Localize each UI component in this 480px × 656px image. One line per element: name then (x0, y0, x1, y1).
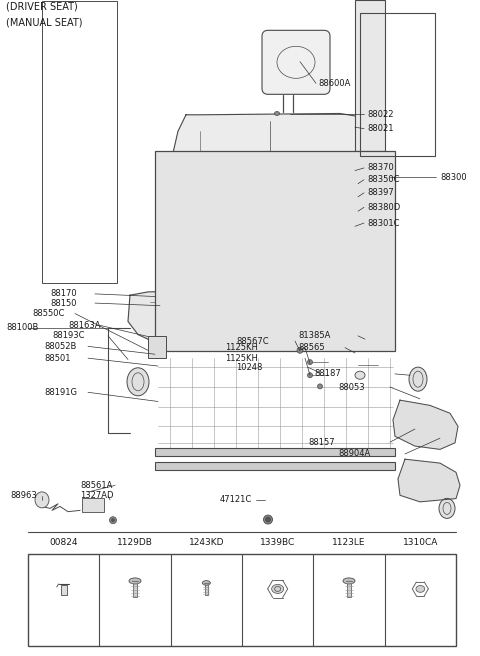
Ellipse shape (127, 368, 149, 396)
Ellipse shape (272, 584, 284, 594)
Text: 88550C: 88550C (32, 309, 64, 318)
Text: 1125KH: 1125KH (225, 343, 258, 352)
Ellipse shape (129, 578, 141, 584)
Text: 88370: 88370 (367, 163, 394, 173)
Text: 88021: 88021 (367, 124, 394, 133)
Ellipse shape (308, 359, 312, 365)
FancyBboxPatch shape (262, 30, 330, 94)
Text: 88170: 88170 (50, 289, 77, 298)
Polygon shape (398, 459, 460, 502)
Text: 88300: 88300 (440, 173, 467, 182)
Text: 88100B: 88100B (6, 323, 38, 333)
Bar (82, 498, 104, 512)
Bar (60, 585, 67, 595)
Bar (155, 462, 395, 470)
Bar (347, 581, 351, 597)
Text: 1243KD: 1243KD (189, 538, 224, 547)
Polygon shape (168, 113, 378, 295)
Ellipse shape (409, 367, 427, 391)
Polygon shape (393, 400, 458, 449)
Bar (155, 151, 395, 351)
Text: 88350C: 88350C (367, 175, 399, 184)
Bar (148, 336, 166, 358)
Text: 1125KH: 1125KH (225, 354, 258, 363)
Text: 88301C: 88301C (367, 218, 399, 228)
Ellipse shape (439, 499, 455, 518)
Text: (DRIVER SEAT): (DRIVER SEAT) (6, 2, 78, 12)
Text: 88157: 88157 (308, 438, 335, 447)
Text: 88150: 88150 (50, 298, 76, 308)
Text: 88963: 88963 (10, 491, 37, 501)
Text: 1123LE: 1123LE (332, 538, 366, 547)
Bar (42, 1, 117, 283)
Ellipse shape (416, 586, 425, 592)
Text: 88501: 88501 (44, 354, 71, 363)
Text: 88022: 88022 (367, 110, 394, 119)
Text: 88565: 88565 (298, 343, 324, 352)
Ellipse shape (264, 515, 273, 524)
Text: 1339BC: 1339BC (260, 538, 295, 547)
Ellipse shape (297, 347, 303, 354)
Text: 88052B: 88052B (44, 342, 76, 351)
Ellipse shape (203, 581, 210, 585)
Text: 88380D: 88380D (367, 203, 400, 212)
Ellipse shape (308, 373, 312, 378)
Ellipse shape (355, 371, 365, 379)
Text: 88163A: 88163A (68, 321, 100, 330)
Text: 88191G: 88191G (44, 388, 77, 397)
Bar (355, 0, 385, 151)
Bar (28, 554, 456, 646)
Text: 88561A: 88561A (80, 481, 112, 490)
Text: 1327AD: 1327AD (80, 491, 113, 501)
Text: 1310CA: 1310CA (403, 538, 438, 547)
Bar (360, 13, 435, 156)
Text: 88600A: 88600A (318, 79, 350, 88)
Polygon shape (128, 291, 388, 346)
Text: 88397: 88397 (367, 188, 394, 197)
Ellipse shape (343, 578, 355, 584)
Text: 88193C: 88193C (52, 331, 84, 340)
Text: 47121C: 47121C (220, 495, 252, 504)
Ellipse shape (109, 517, 117, 523)
Text: 88053: 88053 (338, 382, 365, 392)
Ellipse shape (317, 384, 323, 389)
Ellipse shape (275, 112, 279, 115)
Text: 1129DB: 1129DB (117, 538, 153, 547)
Text: 88187: 88187 (314, 369, 341, 379)
Bar (148, 338, 368, 346)
Bar (133, 581, 137, 597)
Bar (155, 448, 395, 456)
Text: 81385A: 81385A (298, 331, 330, 340)
Bar (205, 583, 208, 595)
Text: 10248: 10248 (236, 363, 263, 372)
Text: 00824: 00824 (49, 538, 78, 547)
Ellipse shape (265, 517, 271, 522)
Text: 88904A: 88904A (338, 449, 370, 459)
Text: (MANUAL SEAT): (MANUAL SEAT) (6, 18, 83, 28)
Text: 88567C: 88567C (236, 337, 269, 346)
Ellipse shape (35, 492, 49, 508)
Ellipse shape (111, 519, 115, 522)
